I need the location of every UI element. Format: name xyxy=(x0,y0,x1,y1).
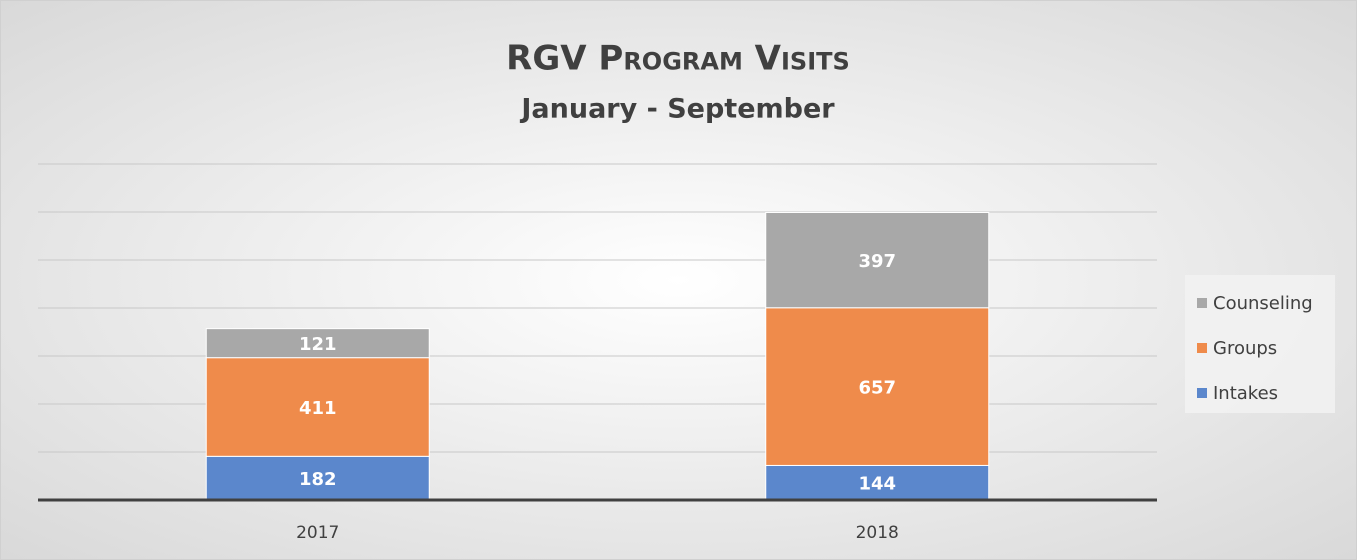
legend-swatch xyxy=(1197,388,1207,398)
legend-box xyxy=(1185,275,1335,413)
chart-subtitle: January - September xyxy=(519,94,835,125)
chart-title: RGV Program Visits xyxy=(506,39,850,79)
legend-swatch xyxy=(1197,343,1207,353)
bar-segment xyxy=(765,307,990,466)
bar-segment xyxy=(205,357,430,457)
bar-segment xyxy=(765,211,990,309)
bar-segment xyxy=(205,455,430,501)
legend-label: Intakes xyxy=(1213,383,1278,404)
data-label: 657 xyxy=(858,378,896,399)
data-label: 411 xyxy=(299,398,337,419)
bar-segment xyxy=(205,328,430,359)
data-label: 144 xyxy=(858,474,896,495)
bar-segment xyxy=(765,464,990,501)
x-tick-label: 2018 xyxy=(856,523,899,543)
data-label: 182 xyxy=(299,469,337,490)
data-label: 397 xyxy=(858,251,896,272)
data-label: 121 xyxy=(299,334,337,355)
legend-swatch xyxy=(1197,298,1207,308)
legend-label: Groups xyxy=(1213,338,1277,359)
x-tick-label: 2017 xyxy=(296,523,339,543)
legend-label: Counseling xyxy=(1213,293,1313,314)
